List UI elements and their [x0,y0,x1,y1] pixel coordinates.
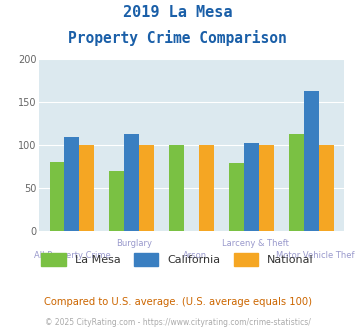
Text: 2019 La Mesa: 2019 La Mesa [123,5,232,20]
Text: Property Crime Comparison: Property Crime Comparison [68,30,287,46]
Bar [229,163,244,231]
Bar [169,145,184,231]
Text: Motor Vehicle Theft: Motor Vehicle Theft [276,251,355,260]
Bar [109,171,124,231]
Text: Burglary: Burglary [116,239,152,248]
Text: All Property Crime: All Property Crime [34,251,111,260]
Bar [139,145,154,231]
Text: © 2025 CityRating.com - https://www.cityrating.com/crime-statistics/: © 2025 CityRating.com - https://www.city… [45,318,310,327]
Legend: La Mesa, California, National: La Mesa, California, National [37,249,318,270]
Text: Arson: Arson [183,251,207,260]
Bar [80,145,94,231]
Bar [50,162,65,231]
Text: Larceny & Theft: Larceny & Theft [222,239,289,248]
Bar [244,143,259,231]
Bar [304,91,319,231]
Text: Compared to U.S. average. (U.S. average equals 100): Compared to U.S. average. (U.S. average … [44,297,311,307]
Bar [289,134,304,231]
Bar [259,145,274,231]
Bar [199,145,214,231]
Bar [124,134,139,231]
Bar [65,137,80,231]
Bar [319,145,334,231]
